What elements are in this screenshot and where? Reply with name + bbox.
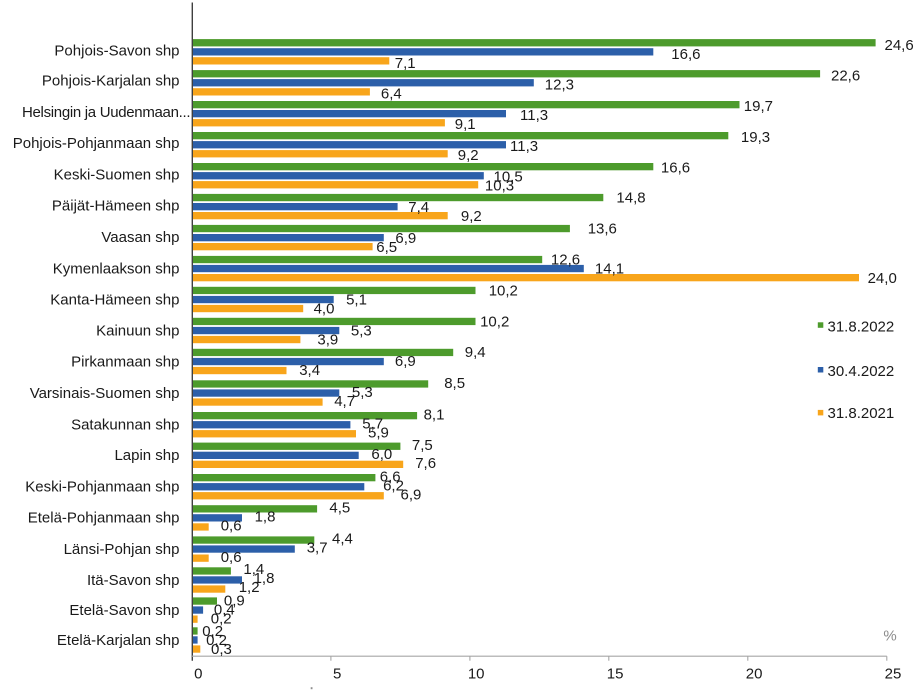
svg-text:24,6: 24,6 <box>885 37 914 54</box>
svg-text:22,6: 22,6 <box>831 67 860 84</box>
svg-text:14,8: 14,8 <box>616 190 645 207</box>
svg-text:4,5: 4,5 <box>329 500 350 517</box>
svg-text:14,1: 14,1 <box>595 261 624 278</box>
svg-text:16,6: 16,6 <box>661 159 690 176</box>
svg-text:31.8.2022: 31.8.2022 <box>828 319 895 336</box>
svg-text:5,1: 5,1 <box>346 292 367 309</box>
svg-text:4,4: 4,4 <box>332 531 353 548</box>
svg-text:6,2: 6,2 <box>383 477 404 494</box>
svg-text:Itä-Savon shp: Itä-Savon shp <box>87 572 180 589</box>
svg-text:11,3: 11,3 <box>520 107 548 124</box>
svg-text:12,6: 12,6 <box>551 252 580 269</box>
svg-text:Kymenlaakson shp: Kymenlaakson shp <box>53 260 180 277</box>
svg-text:7,5: 7,5 <box>412 437 433 454</box>
svg-text:6,9: 6,9 <box>395 353 416 370</box>
svg-text:Pohjois-Karjalan shp: Pohjois-Karjalan shp <box>42 73 180 90</box>
svg-text:7,6: 7,6 <box>415 455 436 472</box>
svg-text:12,3: 12,3 <box>545 77 574 94</box>
svg-text:10,5: 10,5 <box>494 168 523 185</box>
svg-text:Pohjois-Savon shp: Pohjois-Savon shp <box>54 42 179 59</box>
svg-text:7,4: 7,4 <box>408 199 429 216</box>
svg-text:%: % <box>883 627 896 644</box>
svg-text:6,6: 6,6 <box>380 468 401 485</box>
svg-text:3,4: 3,4 <box>299 362 320 379</box>
svg-text:5,9: 5,9 <box>368 424 389 441</box>
svg-text:9,2: 9,2 <box>461 208 482 225</box>
svg-text:0,6: 0,6 <box>221 518 242 535</box>
svg-text:Lapin shp: Lapin shp <box>114 447 179 464</box>
svg-text:Länsi-Pohjan shp: Länsi-Pohjan shp <box>64 541 180 558</box>
svg-text:6,9: 6,9 <box>395 230 416 247</box>
svg-text:20: 20 <box>746 666 763 683</box>
svg-text:6,9: 6,9 <box>401 486 422 503</box>
svg-text:3,9: 3,9 <box>317 332 338 349</box>
svg-text:8,1: 8,1 <box>424 406 445 423</box>
svg-text:30.4.2022: 30.4.2022 <box>828 363 895 380</box>
svg-text:Helsingin ja Uudenmaan...: Helsingin ja Uudenmaan... <box>22 104 191 121</box>
svg-text:11,3: 11,3 <box>510 138 538 155</box>
svg-text:Satakunnan shp: Satakunnan shp <box>71 417 179 434</box>
svg-text:13,6: 13,6 <box>588 221 617 238</box>
svg-text:0,6: 0,6 <box>221 549 242 566</box>
svg-text:9,2: 9,2 <box>458 147 479 164</box>
svg-text:9,1: 9,1 <box>455 116 476 133</box>
svg-text:31.8.2021: 31.8.2021 <box>828 405 895 422</box>
svg-text:10,2: 10,2 <box>480 314 509 331</box>
svg-text:1,8: 1,8 <box>254 570 275 587</box>
svg-text:4,0: 4,0 <box>314 301 335 318</box>
svg-text:Kainuun shp: Kainuun shp <box>96 322 179 339</box>
svg-text:Etelä-Pohjanmaan shp: Etelä-Pohjanmaan shp <box>28 510 180 527</box>
svg-text:16,6: 16,6 <box>671 46 700 63</box>
svg-text:Keski-Suomen shp: Keski-Suomen shp <box>54 167 180 184</box>
svg-text:6,5: 6,5 <box>376 239 397 256</box>
svg-text:9,4: 9,4 <box>465 344 486 361</box>
svg-text:Keski-Pohjanmaan shp: Keski-Pohjanmaan shp <box>25 479 179 496</box>
svg-text:0,2: 0,2 <box>206 632 227 649</box>
svg-text:0,3: 0,3 <box>211 641 232 658</box>
svg-text:Päijät-Hämeen shp: Päijät-Hämeen shp <box>52 198 180 215</box>
svg-text:0: 0 <box>194 666 202 683</box>
svg-text:Pirkanmaan shp: Pirkanmaan shp <box>71 353 179 370</box>
svg-text:Varsinais-Suomen shp: Varsinais-Suomen shp <box>30 385 180 402</box>
svg-text:3,7: 3,7 <box>307 540 328 557</box>
svg-text:10: 10 <box>468 666 485 683</box>
svg-text:Pohjois-Pohjanmaan shp: Pohjois-Pohjanmaan shp <box>13 135 180 152</box>
svg-text:4,7: 4,7 <box>334 393 355 410</box>
svg-text:15: 15 <box>607 666 624 683</box>
svg-text:Etelä-Karjalan shp: Etelä-Karjalan shp <box>57 632 180 649</box>
svg-text:25: 25 <box>885 666 902 683</box>
svg-text:6,0: 6,0 <box>371 446 392 463</box>
svg-text:5: 5 <box>333 666 341 683</box>
svg-text:19,3: 19,3 <box>741 129 770 146</box>
svg-text:19,7: 19,7 <box>744 98 773 115</box>
svg-text:6,4: 6,4 <box>381 86 402 103</box>
svg-text:Vaasan shp: Vaasan shp <box>101 229 179 246</box>
svg-text:5,3: 5,3 <box>351 323 372 340</box>
svg-text:1,4: 1,4 <box>243 561 264 578</box>
svg-text:1,2: 1,2 <box>239 579 260 596</box>
svg-text:5,3: 5,3 <box>352 384 373 401</box>
svg-text:10,2: 10,2 <box>489 283 518 300</box>
svg-text:1,8: 1,8 <box>255 509 276 526</box>
svg-text:8,5: 8,5 <box>444 375 465 392</box>
svg-text:Etelä-Savon shp: Etelä-Savon shp <box>69 602 179 619</box>
svg-text:0,4: 0,4 <box>214 602 235 619</box>
svg-text:5,7: 5,7 <box>362 415 383 432</box>
svg-text:0,9: 0,9 <box>224 593 245 610</box>
svg-text:Kanta-Hämeen shp: Kanta-Hämeen shp <box>50 291 179 308</box>
svg-text:0,2: 0,2 <box>202 623 223 640</box>
svg-text:24,0: 24,0 <box>868 270 897 287</box>
svg-text:0,2: 0,2 <box>211 611 232 628</box>
svg-text:10,3: 10,3 <box>485 177 514 194</box>
svg-text:7,1: 7,1 <box>395 55 416 72</box>
